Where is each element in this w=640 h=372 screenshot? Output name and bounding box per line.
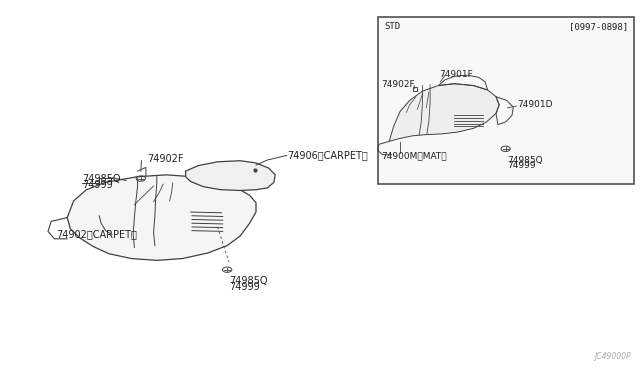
Text: 74999: 74999 bbox=[229, 282, 260, 292]
Text: 74906〈CARPET〉: 74906〈CARPET〉 bbox=[287, 151, 367, 160]
Text: 74902F: 74902F bbox=[381, 80, 415, 89]
Text: 74985Q: 74985Q bbox=[508, 156, 543, 165]
Text: 74900M〈MAT〉: 74900M〈MAT〉 bbox=[381, 151, 447, 160]
Text: 74985Q: 74985Q bbox=[229, 276, 268, 286]
Text: JC49000P: JC49000P bbox=[594, 352, 630, 361]
Text: 74985Q: 74985Q bbox=[82, 174, 120, 183]
Text: STD: STD bbox=[384, 22, 400, 31]
Text: [0997-0898]: [0997-0898] bbox=[570, 22, 628, 31]
Polygon shape bbox=[389, 84, 499, 141]
Text: 74902〈CARPET〉: 74902〈CARPET〉 bbox=[56, 230, 137, 239]
Text: 74999: 74999 bbox=[508, 161, 536, 170]
Text: 74901F: 74901F bbox=[439, 70, 473, 79]
Text: 74902F: 74902F bbox=[147, 154, 184, 164]
Text: 74901D: 74901D bbox=[517, 100, 552, 109]
Polygon shape bbox=[67, 175, 256, 260]
Bar bbox=[378, 17, 634, 184]
Text: 74999: 74999 bbox=[82, 180, 113, 189]
Polygon shape bbox=[186, 161, 275, 190]
